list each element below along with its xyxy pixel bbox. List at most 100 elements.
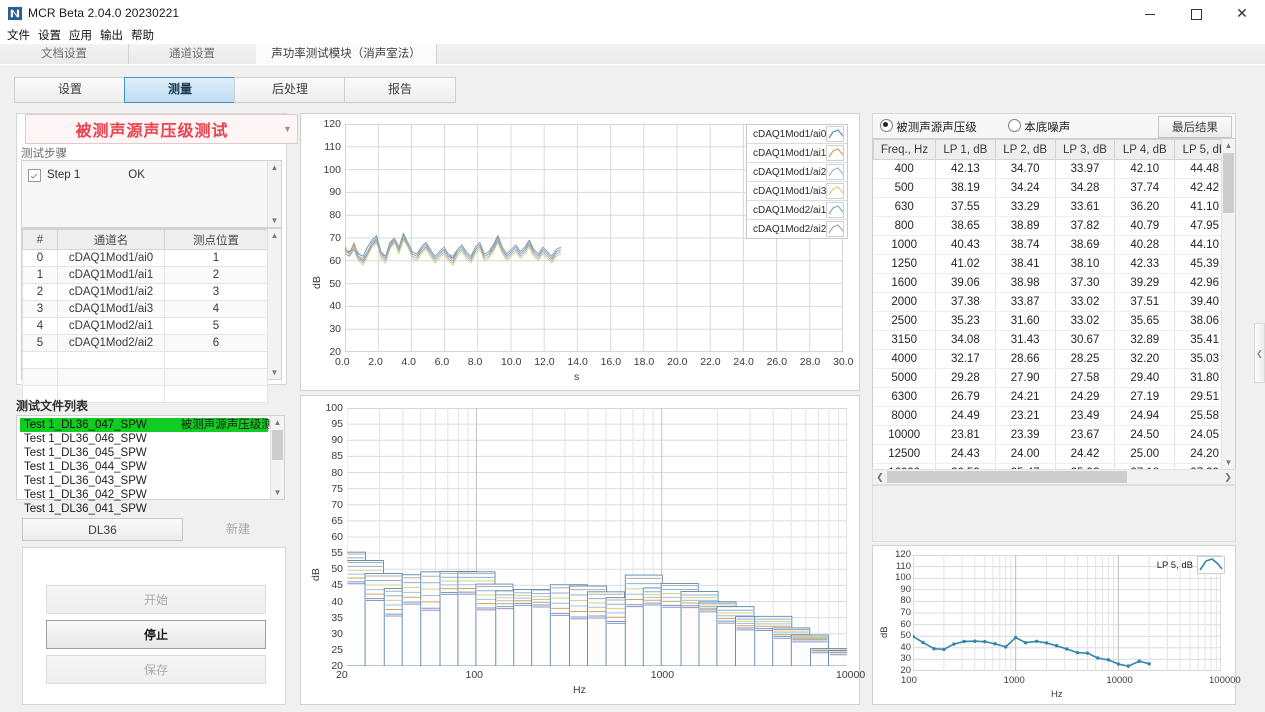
time-chart-panel[interactable]: dB 20 30 40 50 60 70 80 90 100 110 120 0.0 2.0 4.0 6.… [300,113,860,391]
scroll-up-icon[interactable]: ▲ [270,231,279,240]
table-row[interactable]: 800 38.65 38.89 37.82 40.79 47.95 [873,216,1235,236]
table-row[interactable] [22,368,268,386]
tab-report[interactable]: 报告 [344,77,456,103]
result-col-3[interactable]: LP 3, dB [1054,139,1116,160]
module-tab-document[interactable]: 文档设置 [0,44,129,64]
table-row[interactable]: 4000 32.17 28.66 28.25 32.20 35.03 [873,349,1235,369]
scroll-up-icon[interactable]: ▲ [273,418,282,427]
list-item[interactable]: Test 1_DL36_043_SPW [20,474,268,488]
table-row[interactable]: 10000 23.81 23.39 23.67 24.50 24.05 [873,425,1235,445]
table-row[interactable]: 2 cDAQ1Mod1/ai2 3 [22,283,268,301]
channel-table-scrollbar[interactable]: ▲ ▼ [267,229,281,379]
table-row[interactable]: 1000 40.43 38.74 38.69 40.28 44.10 [873,235,1235,255]
result-col-4[interactable]: LP 4, dB [1114,139,1176,160]
list-item[interactable]: Test 1_DL36_044_SPW [20,460,268,474]
table-row[interactable]: 1600026.5325.4725.9227.1827.39 [873,463,1235,469]
start-button[interactable]: 开始 [46,585,266,614]
module-tab-sound-power[interactable]: 声功率测试模块（消声室法） [256,44,437,65]
table-row[interactable]: 5000 29.28 27.90 27.58 29.40 31.80 [873,368,1235,388]
radio-measured-source[interactable]: 被测声源声压级 [880,119,977,135]
legend-item[interactable]: cDAQ1Mod1/ai1 [747,144,847,163]
tab-settings[interactable]: 设置 [14,77,126,103]
maximize-button[interactable] [1173,0,1219,28]
result-table-container[interactable]: Freq., Hz LP 1, dB LP 2, dB LP 3, dB LP 4, d… [872,138,1236,470]
list-item[interactable]: Test 1_DL36_045_SPW [20,446,268,460]
list-item[interactable]: Test 1_DL36_047_SPW 被测声源声压级测试 [20,418,284,432]
list-item[interactable]: Test 1_DL36_041_SPW [20,502,268,516]
legend-item[interactable]: cDAQ1Mod2/ai1 [747,201,847,220]
result-col-2[interactable]: LP 2, dB [994,139,1056,160]
table-row[interactable]: 3 cDAQ1Mod1/ai3 4 [22,300,268,318]
minimize-button[interactable] [1127,0,1173,28]
table-row[interactable]: 1 cDAQ1Mod1/ai1 2 [22,266,268,284]
time-chart-legend[interactable]: cDAQ1Mod1/ai0 cDAQ1Mod1/ai1 cDAQ1Mod1/ai2 c… [746,124,848,239]
radio-on-icon[interactable] [880,119,893,132]
table-row[interactable] [22,351,268,369]
collapse-panel-icon[interactable]: ❮ [1254,323,1265,383]
steps-listbox[interactable]: Step 1 OK ▲ ▼ [21,160,282,228]
hscroll-track[interactable] [887,471,1221,483]
result-table-vscrollbar[interactable]: ▲ ▼ [1221,139,1235,469]
chevron-down-icon[interactable]: ▼ [278,114,298,144]
list-item[interactable]: Test 1_DL36_042_SPW [20,488,268,502]
menu-item-settings[interactable]: 设置 [38,30,61,42]
last-result-button[interactable]: 最后结果 [1158,116,1232,138]
test-group-title[interactable]: 被测声源声压级测试 [25,114,279,144]
spectrum-chart-panel[interactable]: dB 20 25 30 35 40 45 50 55 60 65 70 75 80 85 90 95 100 2… [300,395,865,705]
table-row[interactable] [22,385,268,403]
table-row[interactable]: 2500 35.23 31.60 33.02 35.65 38.06 [873,311,1235,331]
radio-background-noise[interactable]: 本底噪声 [1008,119,1070,135]
table-row[interactable]: 1250 41.02 38.41 38.10 42.33 45.39 [873,254,1235,274]
table-row[interactable]: 500 38.19 34.24 34.28 37.74 42.42 [873,178,1235,198]
close-button[interactable]: ✕ [1219,0,1265,28]
legend-item[interactable]: cDAQ1Mod2/ai2 [747,220,847,238]
table-row[interactable]: 5 cDAQ1Mod2/ai2 6 [22,334,268,352]
table-row[interactable]: 2000 37.38 33.87 33.02 37.51 39.40 [873,292,1235,312]
tab-measurement[interactable]: 测量 [124,77,236,103]
table-row[interactable]: 630 37.55 33.29 33.61 36.20 41.10 [873,197,1235,217]
result-col-0[interactable]: Freq., Hz [873,139,936,160]
result-table-scroll-thumb[interactable] [1223,153,1234,213]
project-button[interactable]: DL36 [22,518,183,541]
new-button[interactable]: 新建 [225,522,250,536]
radio-off-icon[interactable] [1008,119,1021,132]
legend-item[interactable]: cDAQ1Mod1/ai3 [747,182,847,201]
scroll-down-icon[interactable]: ▼ [270,368,279,377]
result-col-1[interactable]: LP 1, dB [934,139,996,160]
menu-item-file[interactable]: 文件 [7,30,30,42]
table-row[interactable]: 6300 26.79 24.21 24.29 27.19 29.51 [873,387,1235,407]
menu-item-help[interactable]: 帮助 [131,30,154,42]
channel-table-container[interactable]: # 通道名 测点位置 0 cDAQ1Mod1/ai0 1 1 cDAQ1Mod1/ai1… [21,228,282,403]
table-row[interactable]: 12500 24.43 24.00 24.42 25.00 24.20 [873,444,1235,464]
step-row[interactable]: Step 1 OK [28,167,265,183]
file-list-scroll-thumb[interactable] [272,430,283,460]
scroll-down-icon[interactable]: ▼ [1224,458,1233,467]
table-row[interactable]: 3150 34.08 31.43 30.67 32.89 35.41 [873,330,1235,350]
tab-postprocessing[interactable]: 后处理 [234,77,346,103]
result-table-hscrollbar[interactable]: ❮ ❯ [872,469,1236,485]
menu-item-apply[interactable]: 应用 [69,30,92,42]
step-checkbox-icon[interactable] [28,168,41,182]
scroll-up-icon[interactable]: ▲ [1224,141,1233,150]
chevron-right-icon[interactable]: ❯ [1224,471,1232,482]
table-row[interactable]: 0 cDAQ1Mod1/ai0 1 [22,249,268,267]
menu-item-output[interactable]: 输出 [100,30,123,42]
module-tab-channel[interactable]: 通道设置 [128,44,257,64]
list-item[interactable]: Test 1_DL36_046_SPW [20,432,268,446]
result-chart-legend[interactable]: LP 5, dB [1157,556,1225,574]
scroll-down-icon[interactable]: ▼ [273,488,282,497]
result-col-5[interactable]: LP 5, dB [1174,139,1235,160]
steps-scrollbar[interactable]: ▲ ▼ [267,161,281,227]
save-button[interactable]: 保存 [46,655,266,684]
file-list-scrollbar[interactable]: ▲ ▼ [270,416,284,499]
legend-item[interactable]: cDAQ1Mod1/ai0 [747,125,847,144]
table-row[interactable]: 8000 24.49 23.21 23.49 24.94 25.58 [873,406,1235,426]
table-row[interactable]: 400 42.13 34.70 33.97 42.10 44.48 [873,159,1235,179]
scroll-down-icon[interactable]: ▼ [270,216,279,225]
table-row[interactable]: 4 cDAQ1Mod2/ai1 5 [22,317,268,335]
hscroll-thumb[interactable] [887,471,1127,483]
result-chart-panel[interactable]: dB 20 30 40 50 60 70 80 90 100 110 120 100 1000 1000… [872,545,1241,705]
stop-button[interactable]: 停止 [46,620,266,649]
legend-item[interactable]: cDAQ1Mod1/ai2 [747,163,847,182]
scroll-up-icon[interactable]: ▲ [270,163,279,172]
